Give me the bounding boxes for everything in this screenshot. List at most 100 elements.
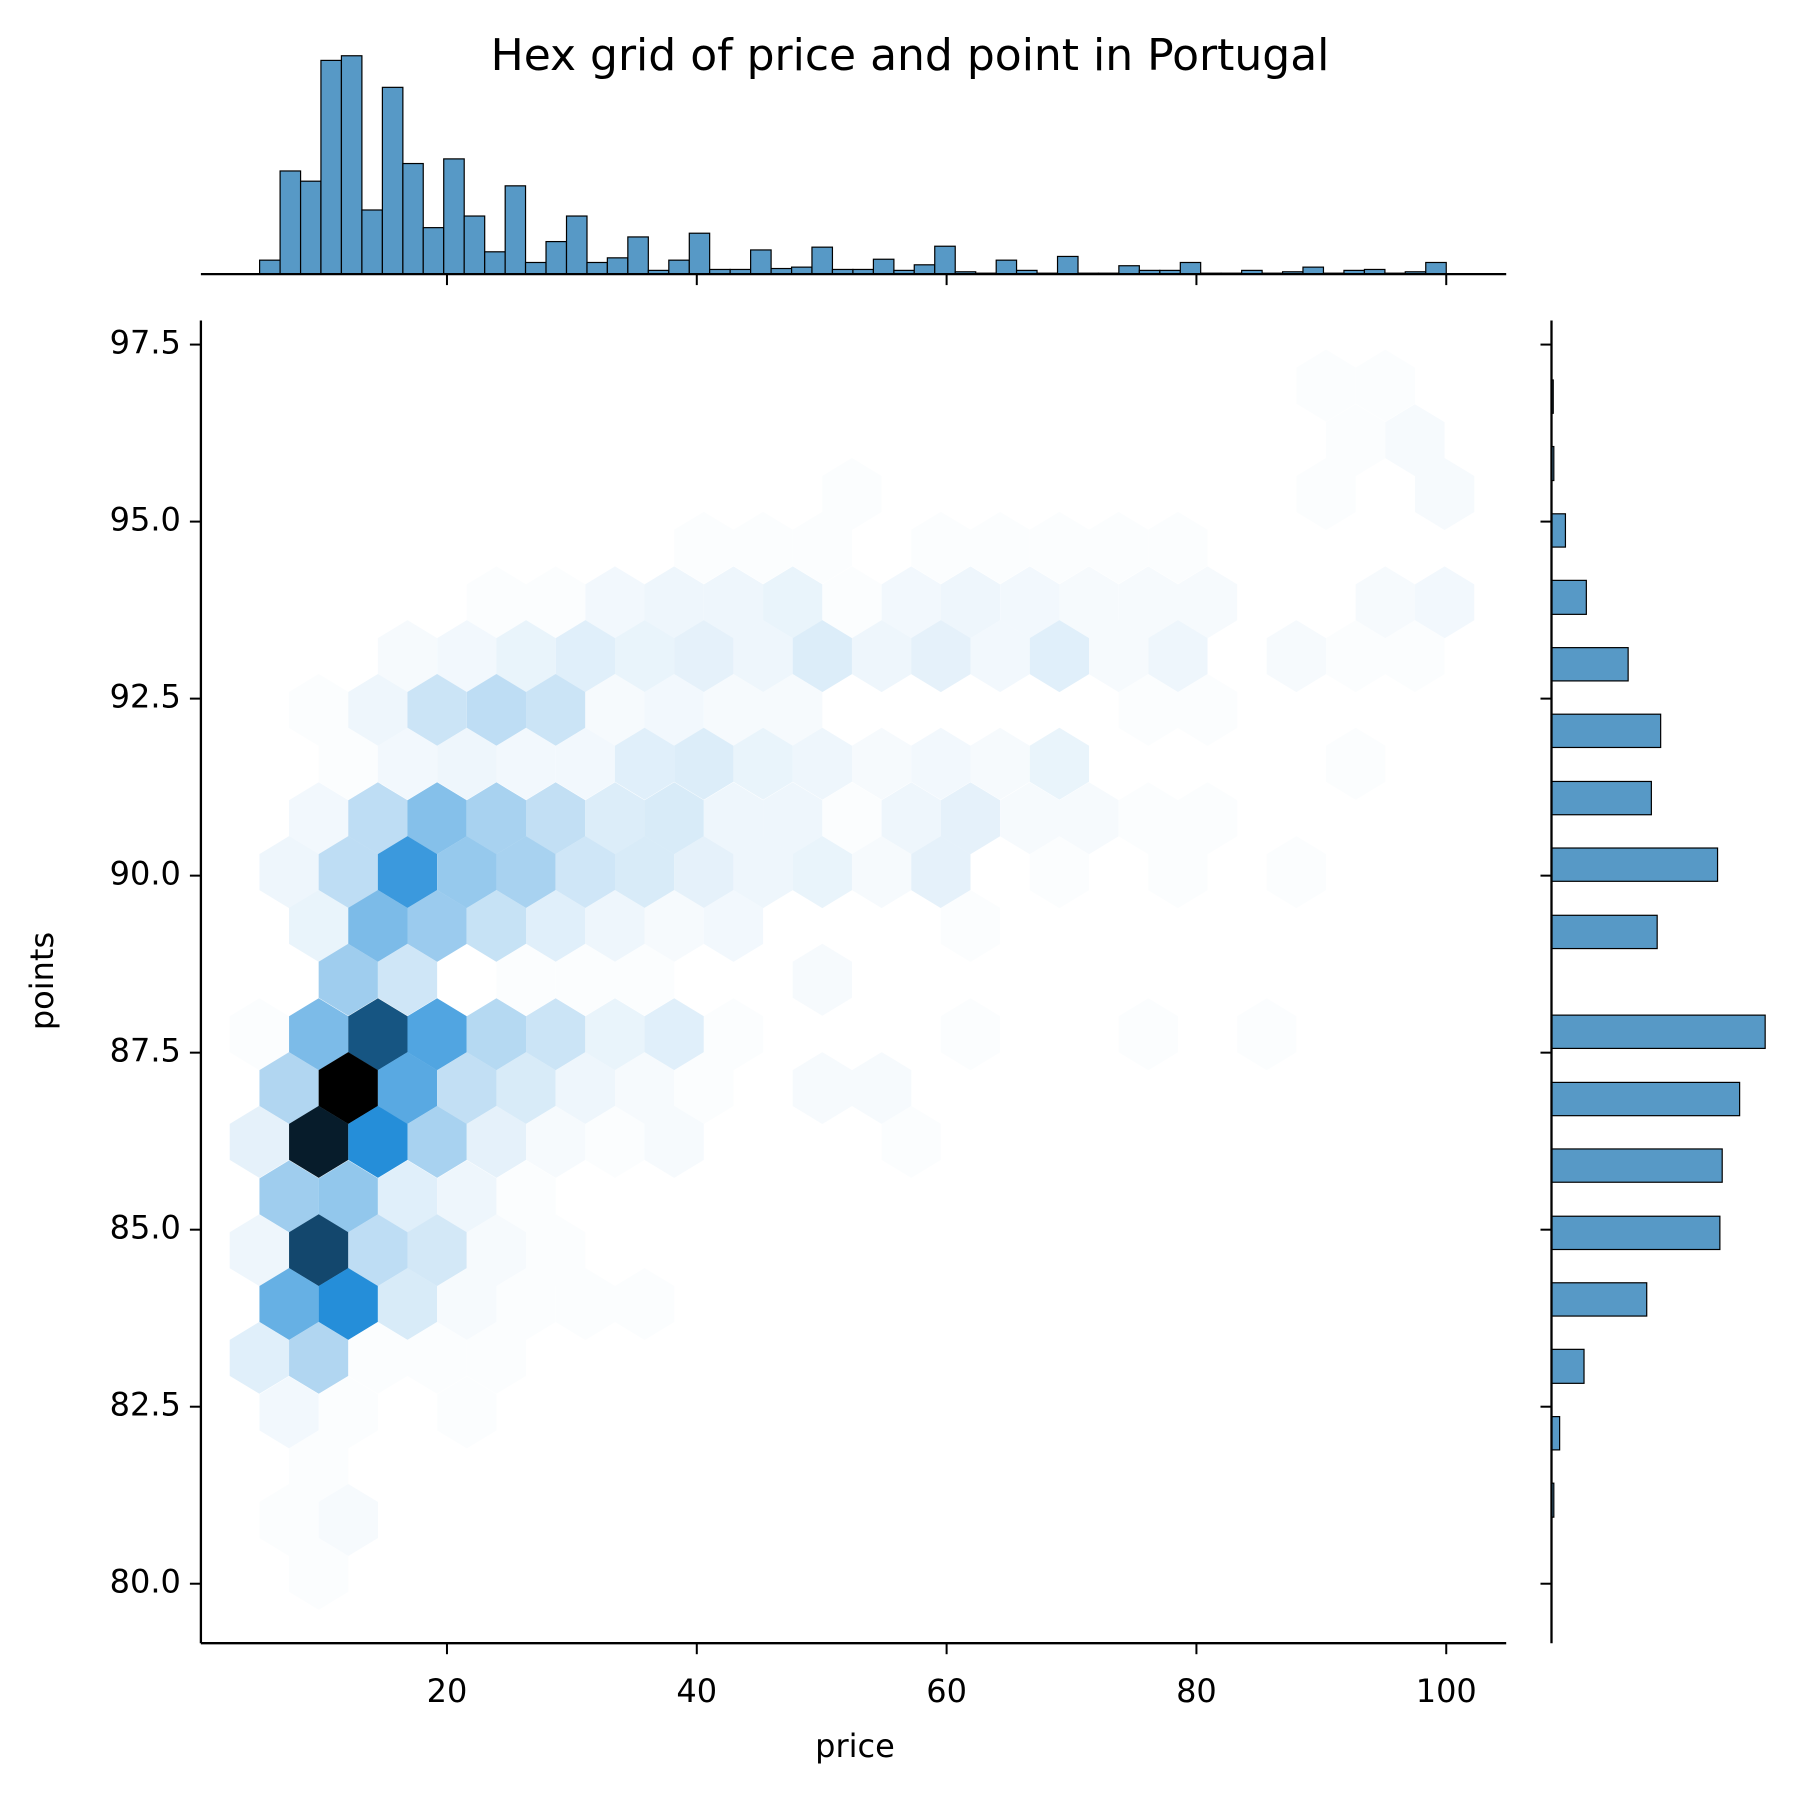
hex-cell — [526, 889, 586, 962]
hist-bar — [1550, 647, 1629, 682]
hex-cell — [348, 673, 408, 746]
hist-bar — [688, 232, 711, 275]
hist-bar — [1550, 1014, 1766, 1050]
hex-cell — [970, 727, 1030, 800]
hex-cell — [1118, 782, 1178, 855]
x-tick-label: 80 — [1176, 1672, 1217, 1710]
hex-cell — [377, 1052, 438, 1125]
hex-cell — [289, 1214, 349, 1287]
hex-cell — [348, 1105, 408, 1178]
x-tick-label: 40 — [676, 1672, 717, 1710]
hex-cell — [496, 836, 556, 909]
hex-cell — [407, 1321, 467, 1394]
hist-bar — [750, 249, 772, 275]
hex-cell — [466, 673, 527, 746]
hex-cell — [496, 1268, 556, 1340]
hex-cell — [733, 511, 793, 584]
hist-bar — [913, 264, 936, 275]
hex-cell — [318, 836, 378, 909]
hex-cell — [496, 1052, 556, 1125]
hex-cell — [792, 727, 852, 800]
hex-cell — [881, 566, 941, 639]
hist-bar — [1550, 914, 1658, 950]
hex-cell — [1296, 349, 1356, 422]
hist-bar — [811, 246, 834, 275]
hex-cell — [318, 943, 378, 1016]
x-tick-label: 100 — [1416, 1672, 1477, 1710]
hex-cell — [259, 1484, 319, 1556]
x-tick-label: 60 — [926, 1672, 967, 1710]
hex-cell — [703, 673, 764, 746]
hex-cell — [674, 727, 734, 800]
hex-cell — [496, 943, 556, 1016]
hist-bar — [627, 236, 649, 275]
hex-cell — [911, 727, 971, 800]
hex-cell — [259, 836, 319, 909]
hex-cell — [289, 1430, 349, 1503]
hex-cell — [585, 1105, 645, 1178]
hex-cell — [437, 1052, 497, 1125]
y-tick-label: 97.5 — [110, 324, 181, 362]
hex-cell — [259, 1268, 319, 1340]
hex-cell — [555, 727, 615, 800]
hex-cell — [555, 943, 615, 1016]
hex-cell — [792, 620, 852, 693]
hist-bar — [586, 261, 608, 275]
hex-cell — [377, 943, 438, 1016]
hist-bar — [1550, 713, 1662, 749]
hex-cell — [1355, 566, 1415, 639]
hex-cell — [407, 889, 467, 962]
hex-cell — [407, 673, 467, 746]
hex-cell — [644, 673, 704, 746]
hex-cell — [289, 782, 349, 855]
hex-cell — [289, 1537, 349, 1610]
hex-cell — [763, 566, 823, 639]
hex-cell — [289, 889, 349, 962]
hex-cell — [674, 511, 734, 584]
hex-cell — [940, 998, 1001, 1071]
hex-cell — [585, 782, 645, 855]
hex-cell — [1118, 566, 1178, 639]
hex-cell — [1385, 620, 1445, 693]
hex-cell — [852, 620, 912, 693]
hex-cell — [940, 782, 1001, 855]
hex-cell — [1326, 404, 1386, 477]
hex-cell — [377, 620, 438, 693]
hex-cell — [1177, 782, 1238, 855]
hex-cell — [289, 673, 349, 746]
hex-cell — [437, 727, 497, 800]
hex-cell — [852, 727, 912, 800]
hex-cell — [466, 1321, 527, 1394]
hist-bar — [872, 258, 895, 275]
hex-cell — [674, 836, 734, 909]
hist-bar — [259, 259, 281, 275]
hex-cell — [377, 727, 438, 800]
hex-cell — [526, 1214, 586, 1287]
hex-cell — [703, 566, 764, 639]
hex-cell — [1059, 566, 1119, 639]
hex-cell — [496, 620, 556, 693]
hex-cell — [526, 998, 586, 1071]
hex-cell — [407, 1105, 467, 1178]
hex-cell — [555, 836, 615, 909]
hex-cell — [466, 1214, 527, 1287]
hex-cell — [733, 620, 793, 693]
hist-bar — [1550, 513, 1567, 548]
hex-cell — [911, 511, 971, 584]
hex-cell — [1326, 620, 1386, 693]
hex-cell — [437, 1160, 497, 1233]
hist-bar — [340, 55, 363, 275]
hex-cell — [881, 782, 941, 855]
hex-cell — [763, 673, 823, 746]
hex-cell — [1296, 458, 1356, 530]
hex-cell — [703, 889, 764, 962]
hist-bar — [1550, 579, 1587, 615]
hex-cell — [1414, 566, 1475, 639]
hex-cell — [229, 998, 289, 1071]
hex-cell — [348, 782, 408, 855]
hex-cell — [1177, 673, 1238, 746]
hex-cell — [1355, 349, 1415, 422]
hex-cell — [1000, 782, 1060, 855]
hex-cell — [644, 889, 704, 962]
